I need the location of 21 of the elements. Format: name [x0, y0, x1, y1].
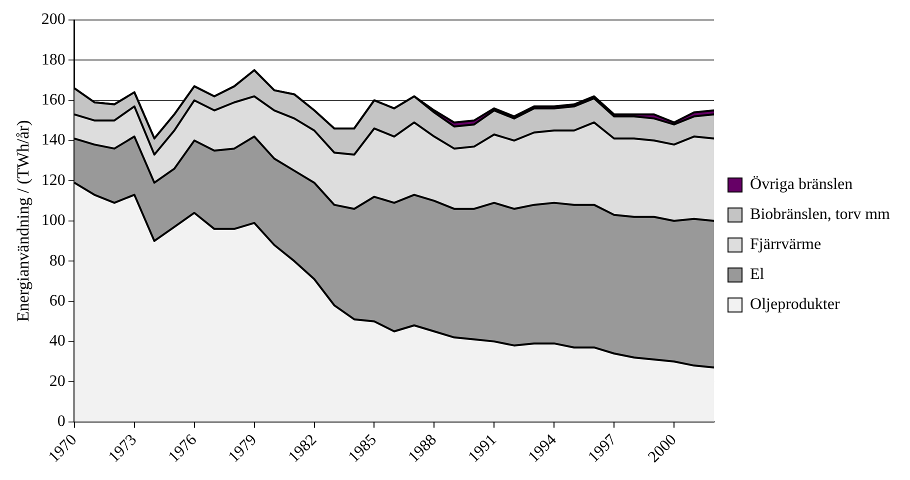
legend-label: Fjärrvärme [750, 236, 822, 254]
x-tick-label: 1979 [225, 431, 260, 466]
y-tick-label: 140 [41, 132, 66, 149]
x-tick-label: 1991 [465, 431, 500, 466]
legend-label: Övriga bränslen [750, 176, 853, 194]
y-tick-label: 80 [49, 252, 66, 270]
y-tick-label: 40 [49, 332, 66, 350]
x-tick-label: 1970 [46, 431, 80, 466]
y-tick-label: 120 [41, 172, 66, 189]
y-tick-label: 0 [57, 413, 66, 430]
legend-label: Oljeprodukter [750, 296, 840, 314]
y-tick-label: 60 [49, 292, 66, 310]
y-tick-label: 20 [49, 372, 66, 390]
y-tick-label: 160 [41, 92, 66, 109]
legend-label: El [750, 266, 765, 284]
legend-label: Biobränslen, torv mm [750, 206, 891, 224]
y-tick-label: 180 [41, 51, 66, 68]
x-tick-label: 1982 [285, 431, 320, 466]
y-tick-label: 100 [41, 212, 66, 230]
y-tick-label: 200 [41, 11, 66, 28]
y-axis-title: Energianvändning / (TWh/år) [14, 120, 33, 322]
